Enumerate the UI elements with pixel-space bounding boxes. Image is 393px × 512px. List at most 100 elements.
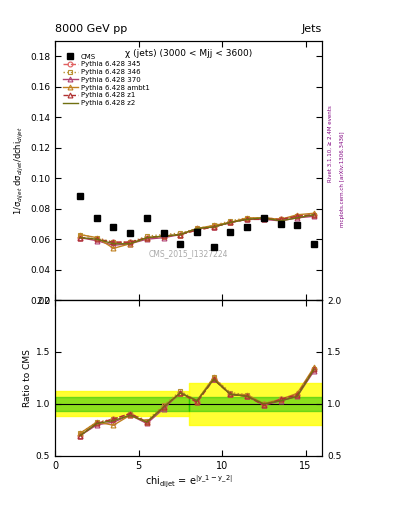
Pythia 6.428 346 — [161, 231, 166, 238]
Pythia 6.428 z2 — [211, 224, 216, 230]
Y-axis label: Ratio to CMS: Ratio to CMS — [23, 349, 31, 407]
Pythia 6.428 345 — [128, 239, 132, 245]
Pythia 6.428 345 — [295, 213, 299, 219]
Pythia 6.428 ambt1 — [94, 234, 99, 241]
Pythia 6.428 z2 — [278, 218, 283, 224]
Pythia 6.428 345 — [111, 239, 116, 245]
Line: Pythia 6.428 346: Pythia 6.428 346 — [78, 212, 316, 245]
Pythia 6.428 346 — [145, 233, 149, 239]
Line: CMS: CMS — [77, 194, 317, 250]
Pythia 6.428 346 — [245, 215, 250, 221]
Pythia 6.428 z1 — [261, 216, 266, 222]
Pythia 6.428 z1 — [161, 233, 166, 239]
Pythia 6.428 346 — [195, 225, 199, 231]
Pythia 6.428 z1 — [78, 234, 83, 241]
Text: CMS_2015_I1327224: CMS_2015_I1327224 — [149, 249, 228, 258]
Line: Pythia 6.428 345: Pythia 6.428 345 — [78, 212, 316, 245]
CMS — [111, 224, 116, 230]
Pythia 6.428 ambt1 — [245, 215, 250, 221]
Pythia 6.428 370 — [111, 242, 116, 248]
CMS — [295, 222, 299, 228]
Pythia 6.428 z1 — [245, 216, 250, 222]
Pythia 6.428 ambt1 — [161, 233, 166, 239]
CMS — [94, 215, 99, 221]
Pythia 6.428 345 — [245, 216, 250, 222]
Legend: CMS, Pythia 6.428 345, Pythia 6.428 346, Pythia 6.428 370, Pythia 6.428 ambt1, P: CMS, Pythia 6.428 345, Pythia 6.428 346,… — [61, 52, 151, 108]
Pythia 6.428 ambt1 — [178, 231, 183, 238]
Pythia 6.428 ambt1 — [211, 222, 216, 228]
Pythia 6.428 z2 — [111, 241, 116, 247]
CMS — [261, 215, 266, 221]
Pythia 6.428 z2 — [245, 216, 250, 222]
Pythia 6.428 370 — [178, 231, 183, 238]
Pythia 6.428 345 — [145, 234, 149, 241]
CMS — [145, 215, 149, 221]
Pythia 6.428 z2 — [161, 233, 166, 239]
CMS — [178, 241, 183, 247]
Pythia 6.428 345 — [94, 236, 99, 242]
CMS — [312, 241, 316, 247]
Pythia 6.428 370 — [312, 213, 316, 219]
Pythia 6.428 z1 — [312, 211, 316, 218]
Pythia 6.428 z1 — [128, 239, 132, 245]
Line: Pythia 6.428 ambt1: Pythia 6.428 ambt1 — [78, 211, 316, 251]
Pythia 6.428 ambt1 — [78, 231, 83, 238]
Pythia 6.428 z2 — [228, 219, 233, 225]
CMS — [161, 230, 166, 236]
Pythia 6.428 345 — [178, 231, 183, 238]
CMS — [211, 244, 216, 250]
Pythia 6.428 345 — [261, 215, 266, 221]
Pythia 6.428 z2 — [78, 234, 83, 241]
Pythia 6.428 ambt1 — [295, 211, 299, 218]
Pythia 6.428 345 — [211, 224, 216, 230]
CMS — [228, 228, 233, 234]
Text: Jets: Jets — [302, 25, 322, 34]
Y-axis label: 1/σ$_{dijet}$ dσ$_{dijet}$/dchi$_{dijet}$: 1/σ$_{dijet}$ dσ$_{dijet}$/dchi$_{dijet}… — [13, 126, 26, 215]
Pythia 6.428 370 — [161, 234, 166, 241]
Text: χ (jets) (3000 < Mjj < 3600): χ (jets) (3000 < Mjj < 3600) — [125, 49, 252, 58]
Pythia 6.428 346 — [111, 239, 116, 245]
Pythia 6.428 ambt1 — [195, 225, 199, 231]
Pythia 6.428 346 — [78, 231, 83, 238]
Pythia 6.428 370 — [128, 241, 132, 247]
Pythia 6.428 346 — [261, 215, 266, 221]
Pythia 6.428 z2 — [195, 225, 199, 231]
Pythia 6.428 z1 — [111, 239, 116, 245]
Line: Pythia 6.428 z1: Pythia 6.428 z1 — [78, 212, 316, 245]
Pythia 6.428 z2 — [178, 231, 183, 238]
Pythia 6.428 370 — [295, 215, 299, 221]
Pythia 6.428 z2 — [145, 234, 149, 241]
Pythia 6.428 z2 — [295, 215, 299, 221]
Pythia 6.428 ambt1 — [145, 234, 149, 241]
Pythia 6.428 z1 — [278, 216, 283, 222]
Pythia 6.428 ambt1 — [261, 215, 266, 221]
Pythia 6.428 z1 — [94, 236, 99, 242]
CMS — [245, 224, 250, 230]
Pythia 6.428 z1 — [178, 231, 183, 238]
Pythia 6.428 346 — [128, 239, 132, 245]
Pythia 6.428 z2 — [261, 215, 266, 221]
CMS — [78, 194, 83, 200]
Pythia 6.428 345 — [78, 234, 83, 241]
Pythia 6.428 345 — [278, 216, 283, 222]
X-axis label: chi$_\mathregular{dijet}$ = e$^\mathregular{|y\_1-y\_2|}$: chi$_\mathregular{dijet}$ = e$^\mathregu… — [145, 473, 233, 489]
Pythia 6.428 346 — [228, 218, 233, 224]
Pythia 6.428 346 — [278, 216, 283, 222]
Pythia 6.428 370 — [211, 224, 216, 230]
Pythia 6.428 z1 — [228, 219, 233, 225]
Pythia 6.428 370 — [278, 218, 283, 224]
CMS — [128, 230, 132, 236]
Pythia 6.428 z2 — [94, 236, 99, 242]
Pythia 6.428 346 — [295, 213, 299, 219]
Pythia 6.428 z1 — [295, 213, 299, 219]
Pythia 6.428 345 — [195, 227, 199, 233]
Pythia 6.428 ambt1 — [312, 210, 316, 217]
Pythia 6.428 346 — [178, 230, 183, 236]
CMS — [278, 221, 283, 227]
Pythia 6.428 370 — [261, 216, 266, 222]
Line: Pythia 6.428 370: Pythia 6.428 370 — [78, 214, 316, 248]
Pythia 6.428 345 — [161, 233, 166, 239]
Text: mcplots.cern.ch [arXiv:1306.3436]: mcplots.cern.ch [arXiv:1306.3436] — [340, 132, 345, 227]
Pythia 6.428 z1 — [145, 234, 149, 241]
Pythia 6.428 346 — [312, 211, 316, 218]
